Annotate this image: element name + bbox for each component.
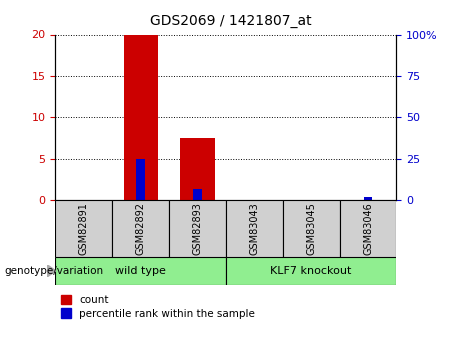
Bar: [136, 159, 145, 200]
Bar: [180, 138, 214, 200]
Bar: [226, 257, 396, 285]
Bar: [193, 188, 202, 200]
Text: GSM82891: GSM82891: [79, 202, 89, 255]
Bar: [124, 34, 158, 200]
Text: genotype/variation: genotype/variation: [5, 266, 104, 276]
Polygon shape: [47, 265, 56, 277]
Text: GDS2069 / 1421807_at: GDS2069 / 1421807_at: [150, 14, 311, 28]
Text: GSM82893: GSM82893: [192, 202, 202, 255]
Bar: [55, 200, 112, 257]
Text: GSM83043: GSM83043: [249, 202, 260, 255]
Bar: [112, 200, 169, 257]
Text: wild type: wild type: [115, 266, 166, 276]
Bar: [226, 200, 283, 257]
Bar: [55, 257, 226, 285]
Bar: [364, 197, 372, 200]
Legend: count, percentile rank within the sample: count, percentile rank within the sample: [60, 295, 255, 318]
Text: GSM83046: GSM83046: [363, 202, 373, 255]
Text: GSM82892: GSM82892: [136, 202, 146, 255]
Bar: [340, 200, 396, 257]
Text: GSM83045: GSM83045: [306, 202, 316, 255]
Bar: [283, 200, 340, 257]
Bar: [169, 200, 226, 257]
Text: KLF7 knockout: KLF7 knockout: [271, 266, 352, 276]
